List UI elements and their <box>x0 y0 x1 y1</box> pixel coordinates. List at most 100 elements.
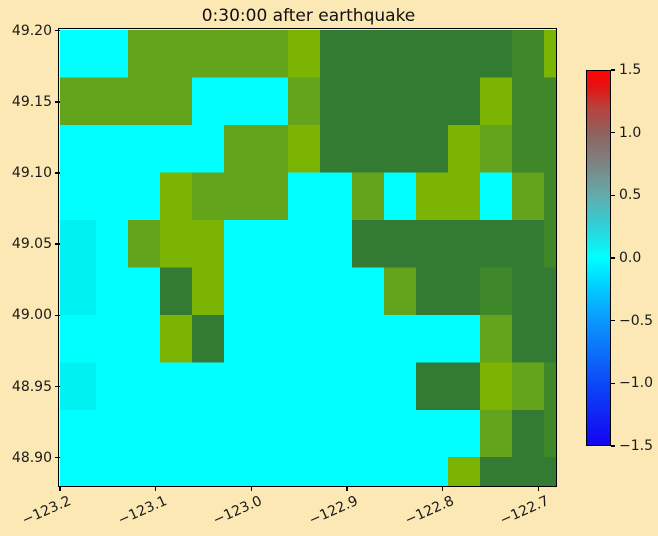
heatmap-cell <box>448 172 480 220</box>
plot-area <box>60 30 557 486</box>
heatmap-cell <box>512 409 544 458</box>
heatmap-cell <box>60 267 96 315</box>
heatmap-cell <box>544 314 557 363</box>
heatmap <box>60 30 557 486</box>
heatmap-cell <box>352 267 384 315</box>
heatmap-cell <box>480 362 512 410</box>
heatmap-cell <box>128 267 160 315</box>
heatmap-cell <box>224 409 256 458</box>
heatmap-cell <box>512 30 544 78</box>
heatmap-cell <box>96 172 128 220</box>
y-tick-label: 49.20 <box>11 22 52 39</box>
heatmap-cell <box>480 314 512 363</box>
colorbar-tick-label: 1.5 <box>619 62 642 78</box>
x-tick-mark <box>441 486 444 492</box>
colorbar-tick-mark <box>611 382 615 385</box>
heatmap-cell <box>512 314 544 363</box>
heatmap-cell <box>60 409 96 458</box>
colorbar-tick-label: 1.0 <box>619 124 642 141</box>
heatmap-cell <box>128 30 160 78</box>
x-tick-mark <box>346 486 348 492</box>
heatmap-cell <box>512 172 544 220</box>
heatmap-cell <box>60 172 96 220</box>
heatmap-cell <box>224 172 256 220</box>
heatmap-cell <box>320 267 352 315</box>
y-tick-label: 49.05 <box>11 236 52 253</box>
heatmap-cell <box>480 124 512 173</box>
heatmap-cell <box>480 457 512 486</box>
heatmap-cell <box>96 362 128 410</box>
colorbar-tick-label: 0.5 <box>619 187 642 204</box>
heatmap-cell <box>544 172 557 220</box>
heatmap-cell <box>320 124 352 173</box>
heatmap-cell <box>128 77 160 125</box>
heatmap-cell <box>544 219 557 268</box>
heatmap-cell <box>352 219 384 268</box>
heatmap-cell <box>96 77 128 125</box>
heatmap-cell <box>480 172 512 220</box>
heatmap-cell <box>60 124 96 173</box>
heatmap-cell <box>192 124 224 173</box>
heatmap-cell <box>288 409 320 458</box>
heatmap-cell <box>448 30 480 78</box>
heatmap-cell <box>128 409 160 458</box>
heatmap-cell <box>160 267 192 315</box>
heatmap-cell <box>352 172 384 220</box>
heatmap-cell <box>384 314 416 363</box>
heatmap-cell <box>224 457 256 486</box>
y-tick-mark <box>55 101 60 103</box>
heatmap-cell <box>192 219 224 268</box>
heatmap-cell <box>288 362 320 410</box>
heatmap-cell <box>224 362 256 410</box>
heatmap-cell <box>416 219 448 268</box>
x-tick-label: −122.9 <box>306 493 361 529</box>
heatmap-cell <box>224 314 256 363</box>
colorbar-tick-mark <box>611 69 615 71</box>
y-tick-label: 48.95 <box>11 378 52 395</box>
heatmap-cell <box>288 77 320 125</box>
heatmap-cell <box>256 172 288 220</box>
heatmap-cell <box>320 219 352 268</box>
x-tick-mark <box>250 486 253 492</box>
heatmap-cell <box>256 457 288 486</box>
heatmap-cell <box>544 409 557 458</box>
heatmap-cell <box>480 77 512 125</box>
heatmap-cell <box>512 457 544 486</box>
y-tick-mark <box>55 243 60 245</box>
heatmap-cell <box>160 30 192 78</box>
heatmap-cell <box>288 172 320 220</box>
heatmap-cell <box>96 267 128 315</box>
heatmap-cell <box>256 124 288 173</box>
heatmap-cell <box>512 219 544 268</box>
colorbar-tick-label: −1.0 <box>619 375 653 392</box>
heatmap-cell <box>416 362 448 410</box>
heatmap-cell <box>128 314 160 363</box>
heatmap-cell <box>544 77 557 125</box>
heatmap-cell <box>480 219 512 268</box>
heatmap-cell <box>416 409 448 458</box>
heatmap-cell <box>448 457 480 486</box>
heatmap-cell <box>128 457 160 486</box>
heatmap-cell <box>384 219 416 268</box>
y-tick-mark <box>55 172 60 174</box>
heatmap-cell <box>224 267 256 315</box>
heatmap-cell <box>60 30 96 78</box>
heatmap-cell <box>416 77 448 125</box>
heatmap-cell <box>96 409 128 458</box>
colorbar-tick-mark <box>611 257 615 259</box>
heatmap-cell <box>96 314 128 363</box>
plot-title: 0:30:00 after earthquake <box>201 6 416 26</box>
heatmap-cell <box>448 77 480 125</box>
heatmap-cell <box>128 172 160 220</box>
heatmap-cell <box>288 219 320 268</box>
heatmap-cell <box>448 267 480 315</box>
colorbar-tick-mark <box>611 319 615 322</box>
y-tick-label: 48.90 <box>11 449 52 466</box>
heatmap-cell <box>192 172 224 220</box>
heatmap-cell <box>480 267 512 315</box>
colorbar-tick-label: −1.5 <box>619 438 653 454</box>
heatmap-cell <box>160 409 192 458</box>
heatmap-cell <box>224 124 256 173</box>
heatmap-cell <box>256 409 288 458</box>
